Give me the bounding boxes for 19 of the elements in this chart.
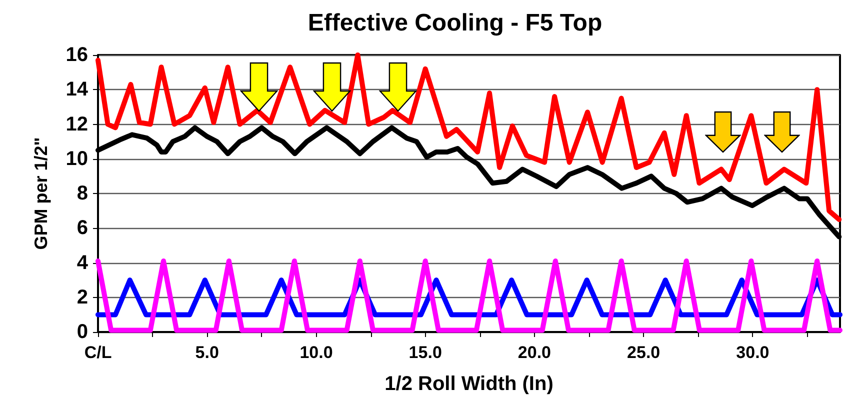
x-tick-label: 15.0 [408, 343, 442, 362]
y-tick-label: 0 [76, 321, 88, 343]
y-axis-title: GPM per 1/2" [31, 137, 51, 250]
y-tick-label: 2 [76, 286, 88, 308]
y-tick-label: 14 [66, 78, 89, 101]
x-tick-label: 10.0 [300, 343, 333, 362]
x-tick-label: 20.0 [518, 343, 552, 362]
x-axis-title: 1/2 Roll Width (In) [384, 373, 554, 395]
y-tick-label: 4 [76, 252, 89, 274]
x-tick-label: 30.0 [736, 343, 770, 362]
x-tick-label: C/L [84, 343, 112, 362]
y-tick-label: 8 [76, 182, 88, 204]
chart-title: Effective Cooling - F5 Top [308, 10, 602, 36]
x-tick-label: 25.0 [627, 343, 660, 362]
y-tick-label: 6 [76, 217, 88, 240]
y-tick-label: 12 [66, 113, 88, 136]
x-tick-label: 5.0 [195, 343, 219, 362]
y-tick-label: 10 [66, 148, 88, 170]
y-tick-label: 16 [66, 44, 88, 66]
